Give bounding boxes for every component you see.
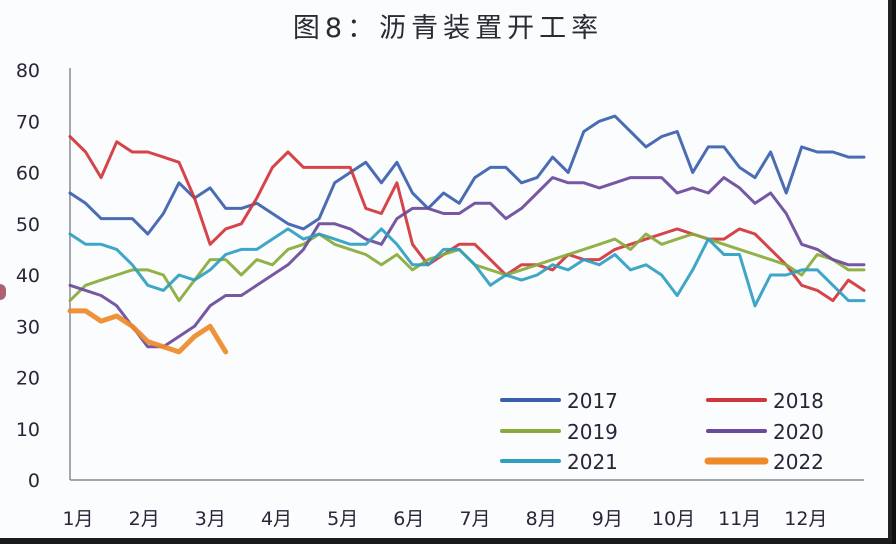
series-2018: [68, 135, 866, 303]
legend: 2017 2018 2019 2020 2021 2022: [500, 389, 824, 474]
x-tick-label: 6月: [393, 508, 424, 530]
legend-label-2017: 2017: [567, 389, 618, 413]
chart-title: 图8：沥青装置开工率: [292, 13, 604, 44]
y-tick-label: 0: [28, 470, 40, 492]
x-tick-label: 7月: [459, 508, 490, 530]
y-tick-label: 70: [16, 111, 40, 133]
x-tick-label: 11月: [718, 508, 761, 530]
y-tick-label: 60: [16, 163, 40, 185]
series-lines: [67, 114, 866, 355]
legend-label-2021: 2021: [567, 450, 618, 474]
y-tick-label: 10: [16, 419, 40, 441]
y-tick-label: 50: [16, 214, 40, 236]
y-tick-label: 40: [16, 265, 40, 287]
series-2020: [68, 176, 866, 349]
legend-label-2022: 2022: [773, 450, 824, 474]
legend-label-2018: 2018: [773, 389, 824, 413]
x-tick-label: 9月: [592, 508, 623, 530]
axes: 0 10 20 30 40 50 60 70 80 1月 2月 3月 4月 5月 6月 7月 8月 9月 10月 11…: [16, 60, 864, 530]
legend-label-2019: 2019: [567, 420, 618, 444]
series-2022: [67, 308, 229, 355]
x-tick-label: 8月: [526, 508, 557, 530]
x-tick-label: 4月: [261, 508, 292, 530]
series-2017: [68, 114, 866, 236]
y-tick-label: 20: [16, 368, 40, 390]
series-2021: [68, 227, 866, 308]
legend-label-2020: 2020: [773, 420, 824, 444]
x-tick-label: 1月: [62, 508, 93, 530]
x-tick-label: 2月: [129, 508, 160, 530]
y-tick-label: 80: [16, 60, 40, 82]
y-tick-label: 30: [16, 316, 40, 338]
x-tick-label: 10月: [652, 508, 695, 530]
x-tick-label: 12月: [784, 508, 827, 530]
x-tick-label: 5月: [327, 508, 358, 530]
cropped-edge-artifact: [0, 284, 6, 300]
x-tick-label: 3月: [195, 508, 226, 530]
